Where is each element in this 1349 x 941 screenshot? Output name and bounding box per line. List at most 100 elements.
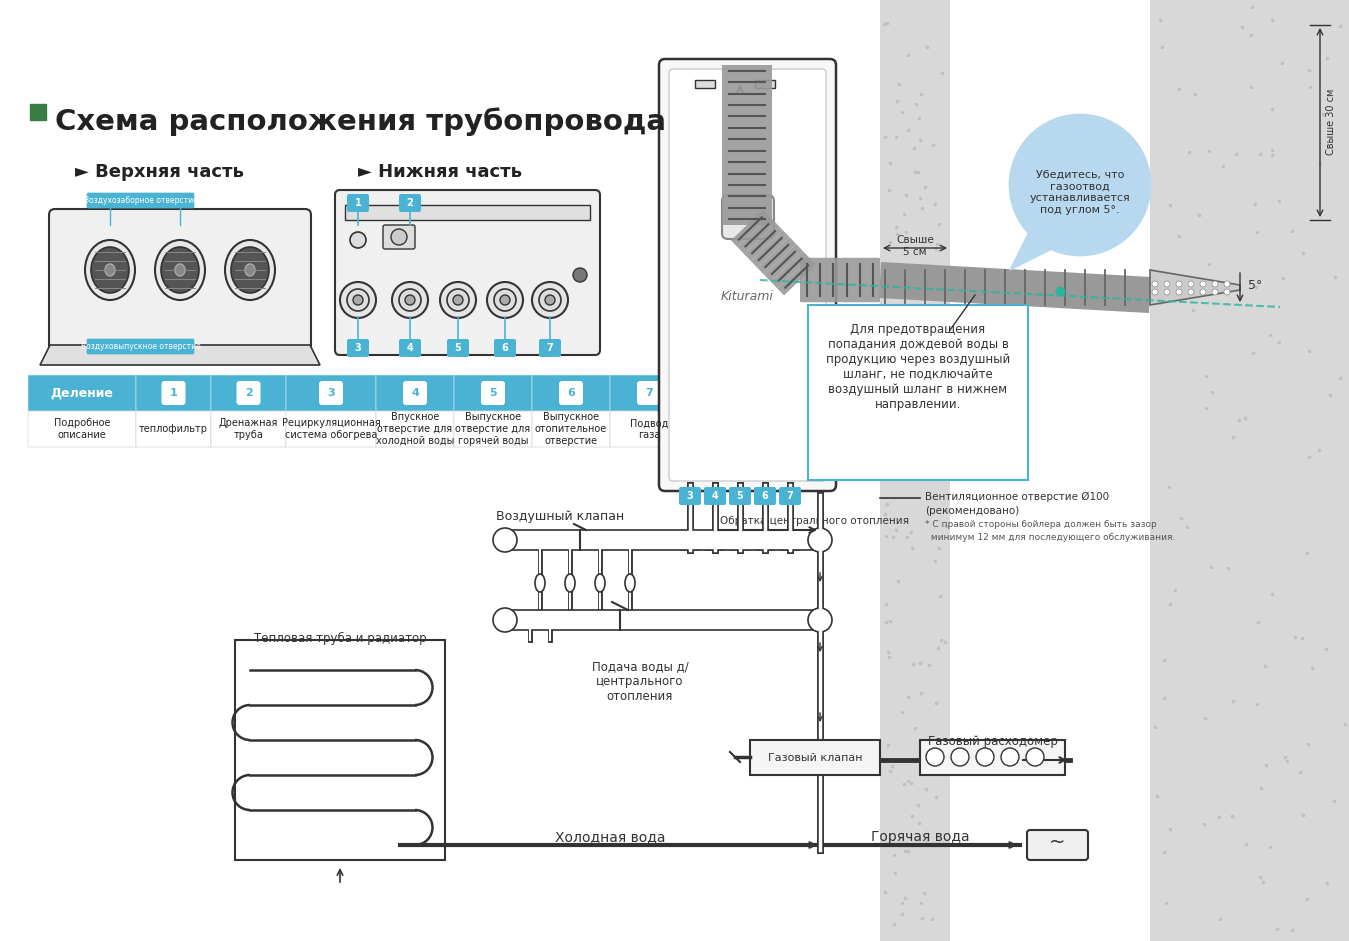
FancyBboxPatch shape <box>482 381 505 405</box>
Circle shape <box>925 748 944 766</box>
Bar <box>808 305 1028 480</box>
Bar <box>345 205 590 220</box>
Text: 7: 7 <box>645 388 653 398</box>
Text: Подача воды д/
центрального
отопления: Подача воды д/ центрального отопления <box>592 660 688 703</box>
FancyBboxPatch shape <box>318 381 343 405</box>
FancyBboxPatch shape <box>728 487 751 505</box>
FancyBboxPatch shape <box>162 381 186 405</box>
Text: Выпускное
отверстие для
горячей воды: Выпускное отверстие для горячей воды <box>456 412 530 446</box>
Text: Тепловая труба и радиатор: Тепловая труба и радиатор <box>254 632 426 646</box>
Circle shape <box>405 295 415 305</box>
Circle shape <box>1201 281 1206 287</box>
Text: Воздушный клапан: Воздушный клапан <box>496 510 625 523</box>
Text: Свыше 30 см: Свыше 30 см <box>1326 88 1336 155</box>
FancyBboxPatch shape <box>347 339 370 357</box>
Bar <box>532 375 610 411</box>
Bar <box>210 375 286 411</box>
Bar <box>455 375 532 411</box>
Circle shape <box>1010 115 1149 255</box>
Bar <box>505 530 820 550</box>
Circle shape <box>492 528 517 552</box>
Bar <box>505 610 820 630</box>
Bar <box>235 640 445 860</box>
Circle shape <box>492 608 517 632</box>
Bar <box>610 411 688 447</box>
Circle shape <box>1211 289 1218 295</box>
Text: 3: 3 <box>687 491 693 501</box>
Bar <box>286 411 376 447</box>
FancyBboxPatch shape <box>383 225 415 249</box>
Circle shape <box>487 282 523 318</box>
Text: Убедитесь, что
газоотвод
устанавливается
под углом 5°.: Убедитесь, что газоотвод устанавливается… <box>1029 170 1130 215</box>
Bar <box>695 80 715 88</box>
Text: Воздуховыпускное отверстие: Воздуховыпускное отверстие <box>81 342 201 350</box>
Circle shape <box>573 268 587 282</box>
Bar <box>210 411 286 447</box>
Ellipse shape <box>90 247 130 293</box>
Text: 4: 4 <box>712 491 719 501</box>
Circle shape <box>975 748 994 766</box>
FancyBboxPatch shape <box>347 194 370 212</box>
Circle shape <box>447 289 469 311</box>
Text: (рекомендовано): (рекомендовано) <box>925 506 1020 516</box>
Text: 6: 6 <box>502 343 509 353</box>
Circle shape <box>391 229 407 245</box>
Text: 6: 6 <box>567 388 575 398</box>
FancyBboxPatch shape <box>403 381 428 405</box>
Bar <box>1149 0 1349 941</box>
FancyBboxPatch shape <box>399 339 421 357</box>
FancyBboxPatch shape <box>660 59 836 491</box>
Bar <box>455 411 532 447</box>
FancyBboxPatch shape <box>704 487 726 505</box>
FancyBboxPatch shape <box>669 69 826 481</box>
Text: Подробное
описание: Подробное описание <box>54 418 111 439</box>
Text: Схема расположения трубопровода: Схема расположения трубопровода <box>55 107 666 136</box>
Text: Вентиляционное отверстие Ø100: Вентиляционное отверстие Ø100 <box>925 492 1109 502</box>
FancyBboxPatch shape <box>679 487 701 505</box>
Text: ~: ~ <box>1048 833 1066 852</box>
Circle shape <box>494 289 517 311</box>
Text: Газовый клапан: Газовый клапан <box>768 753 862 763</box>
Ellipse shape <box>595 574 604 592</box>
FancyBboxPatch shape <box>754 487 776 505</box>
Circle shape <box>545 295 554 305</box>
Ellipse shape <box>565 574 575 592</box>
FancyBboxPatch shape <box>335 190 600 355</box>
Circle shape <box>1224 281 1230 287</box>
Ellipse shape <box>625 574 635 592</box>
Ellipse shape <box>246 264 255 276</box>
Ellipse shape <box>105 264 115 276</box>
Bar <box>755 80 774 88</box>
FancyBboxPatch shape <box>722 195 774 239</box>
Bar <box>286 375 376 411</box>
Polygon shape <box>1149 270 1240 305</box>
Text: Рециркуляционная
система обогрева: Рециркуляционная система обогрева <box>282 418 380 439</box>
Text: 5: 5 <box>490 388 496 398</box>
Text: минимум 12 мм для последующего обслуживания.: минимум 12 мм для последующего обслужива… <box>925 533 1175 542</box>
Circle shape <box>808 528 832 552</box>
Text: 2: 2 <box>406 198 413 208</box>
Text: 7: 7 <box>786 491 793 501</box>
Text: Герметичность: Герметичность <box>894 345 996 358</box>
Text: Впускное
отверстие для
холодной воды: Впускное отверстие для холодной воды <box>376 412 455 446</box>
FancyBboxPatch shape <box>494 339 517 357</box>
Ellipse shape <box>155 240 205 300</box>
Circle shape <box>340 282 376 318</box>
Text: 5°: 5° <box>1248 279 1263 292</box>
Text: Kiturami: Kiturami <box>722 290 774 302</box>
Polygon shape <box>40 345 320 365</box>
Text: 5: 5 <box>455 343 461 353</box>
Text: Для предотвращения
попадания дождевой воды в
продукцию через воздушный
шланг, не: Для предотвращения попадания дождевой во… <box>826 323 1010 411</box>
Circle shape <box>1188 289 1194 295</box>
Text: Деление: Деление <box>50 387 113 400</box>
FancyBboxPatch shape <box>558 381 583 405</box>
FancyBboxPatch shape <box>86 339 194 354</box>
Text: 3: 3 <box>355 343 362 353</box>
Text: 4: 4 <box>406 343 413 353</box>
Bar <box>532 411 610 447</box>
Text: 6: 6 <box>762 491 769 501</box>
Ellipse shape <box>536 574 545 592</box>
Bar <box>880 0 950 941</box>
Circle shape <box>532 282 568 318</box>
Bar <box>136 375 210 411</box>
